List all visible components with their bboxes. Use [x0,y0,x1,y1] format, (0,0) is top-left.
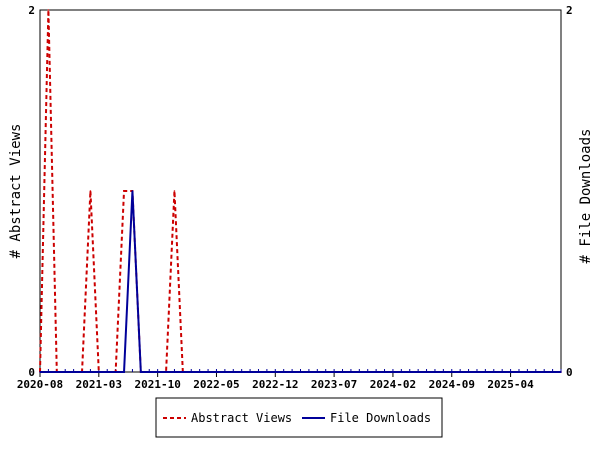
series-layer [39,9,562,373]
x-tick-label: 2020-08 [17,378,63,391]
data-point [131,190,134,192]
x-tick-label: 2024-09 [429,378,475,391]
y-right-tick-top: 2 [566,4,573,17]
plot-area [39,9,562,373]
y-right-tick-bottom: 0 [566,366,573,379]
data-point [123,371,125,373]
x-tick-label: 2024-02 [370,378,416,391]
x-tick-label: 2021-10 [134,378,180,391]
y-axis-right-title: # File Downloads [578,129,594,264]
data-point [140,371,142,373]
data-point [123,190,125,192]
x-tick-label: 2022-05 [193,378,239,391]
legend-label-abstract-views: Abstract Views [191,411,292,425]
x-tick-label: 2023-07 [311,378,357,391]
data-point [39,371,41,373]
x-tick-label: 2021-03 [76,378,122,391]
data-point [114,371,117,373]
y-left-tick-top: 2 [28,4,35,17]
data-point [173,190,176,192]
x-tick-label: 2022-12 [252,378,298,391]
legend: Abstract Views File Downloads [155,397,443,438]
y-left-tick-bottom: 0 [28,366,35,379]
x-axis-ticks: 2020-08 2021-03 2021-10 2022-05 2022-12 2023-… [17,372,534,391]
data-point [89,190,92,192]
x-tick-label: 2025-04 [487,378,534,391]
data-point [560,371,562,373]
y-axis-left-title: # Abstract Views [8,124,24,259]
data-point [148,371,151,373]
data-point [47,9,50,11]
legend-label-file-downloads: File Downloads [330,411,431,425]
legend-box [155,397,443,438]
